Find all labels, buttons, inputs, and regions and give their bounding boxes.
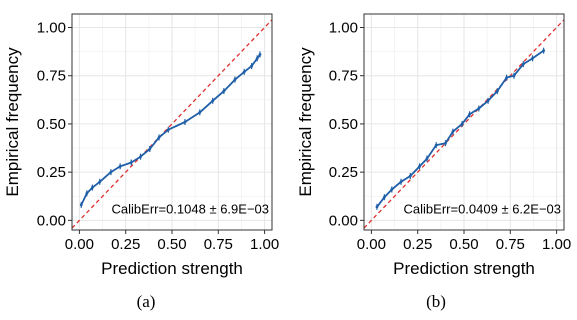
data-point (90, 186, 94, 189)
data-point (444, 141, 447, 145)
data-point (434, 143, 438, 147)
data-point (79, 203, 83, 207)
panel-a: 0.00 0.00 0.25 0.25 0.50 0.50 0.75 0.75 1.00 1.00… (3, 13, 279, 311)
data-point (468, 112, 471, 116)
y-axis-title: Empirical frequency (296, 47, 315, 197)
grid-lines (72, 14, 272, 230)
calibration-error-annotation: CalibErr=0.0409 ± 6.2E−03 (404, 202, 561, 217)
data-point (451, 130, 455, 134)
data-point (375, 205, 379, 209)
data-point (460, 122, 464, 126)
y-axis-title: Empirical frequency (3, 47, 22, 197)
data-point (211, 99, 215, 103)
data-point (157, 136, 161, 139)
x-tick-label: 0.25 (403, 236, 432, 253)
data-point (233, 78, 237, 81)
y-tick-label: 0.50 (329, 116, 358, 133)
x-tick-label: 0.50 (157, 236, 186, 253)
data-point (486, 99, 490, 103)
diagonal-reference-line (72, 19, 272, 229)
grid-lines (364, 14, 564, 230)
x-tick-label: 0.00 (357, 236, 386, 253)
y-tick-label: 0.25 (37, 164, 66, 181)
data-point (382, 195, 386, 199)
y-tick-label: 0.00 (329, 212, 358, 229)
data-point (98, 180, 102, 184)
data-point (85, 191, 89, 195)
data-point (258, 53, 262, 56)
x-axis-title: Prediction strength (393, 259, 535, 278)
data-point (255, 56, 259, 60)
data-point (418, 164, 421, 168)
y-tick-label: 0.25 (329, 164, 358, 181)
x-tick-label: 0.25 (111, 236, 140, 253)
data-point (198, 110, 202, 114)
data-point (505, 76, 508, 80)
panel-b: 0.00 0.00 0.25 0.25 0.50 0.50 0.75 0.75 1.00 1.00… (296, 13, 571, 311)
y-tick-label: 0.75 (329, 68, 358, 85)
data-point (408, 174, 412, 178)
data-point (250, 64, 254, 68)
data-point (425, 157, 429, 161)
x-tick-label: 0.75 (496, 236, 525, 253)
x-tick-label: 1.00 (250, 236, 279, 253)
data-point (531, 56, 534, 60)
data-point (139, 155, 142, 159)
series-line (80, 53, 261, 206)
data-point (512, 74, 516, 78)
data-point (390, 188, 394, 191)
y-tick-label: 0.75 (37, 68, 66, 85)
y-tick-label: 0.00 (37, 212, 66, 229)
panel-caption: (a) (137, 292, 156, 311)
x-tick-label: 0.75 (204, 236, 233, 253)
data-point (399, 180, 403, 184)
x-tick-label: 0.50 (449, 236, 478, 253)
data-point (166, 128, 170, 132)
data-point (148, 147, 152, 151)
y-tick-label: 1.00 (37, 20, 66, 37)
data-point (542, 49, 546, 53)
data-point (129, 161, 133, 164)
y-tick-label: 1.00 (329, 20, 358, 37)
data-point (109, 170, 113, 174)
data-point (118, 164, 122, 168)
panel-caption: (b) (426, 292, 446, 311)
data-point (183, 120, 187, 124)
data-point (521, 62, 525, 66)
calibration-error-annotation: CalibErr=0.1048 ± 6.9E−03 (112, 202, 269, 217)
x-axis-title: Prediction strength (101, 259, 243, 278)
x-tick-label: 1.00 (542, 236, 571, 253)
diagonal-reference-line (364, 19, 564, 229)
data-point (222, 89, 226, 93)
y-tick-label: 0.50 (37, 116, 66, 133)
data-point (495, 89, 499, 93)
x-tick-label: 0.00 (65, 236, 94, 253)
data-point (242, 70, 246, 74)
data-point (477, 107, 481, 110)
